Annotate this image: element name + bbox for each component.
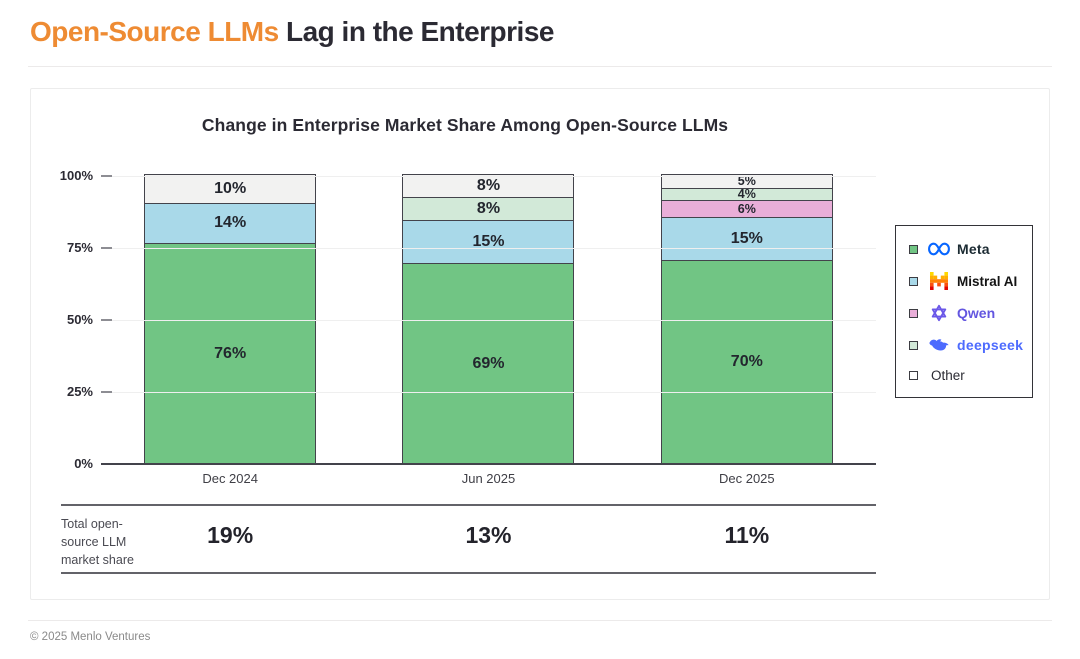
x-axis-label: Jun 2025	[461, 471, 516, 486]
legend-item-other: Other	[909, 368, 1032, 383]
total-share-value: 19%	[207, 522, 254, 548]
gridline	[101, 320, 876, 321]
gridline	[101, 176, 876, 177]
bar-dec-2025: 5% 4% 6% 15% 70%	[660, 174, 833, 464]
chart-title: Change in Enterprise Market Share Among …	[201, 115, 729, 135]
legend-label: Mistral AI	[957, 273, 1018, 289]
legend-box: Meta Mistral AI Qwen deepseek Other	[895, 225, 1033, 398]
segment-value: 10%	[214, 179, 247, 197]
x-axis-label: Dec 2024	[202, 471, 258, 486]
segment-meta: 76%	[145, 244, 316, 463]
y-tick-mark	[101, 247, 112, 249]
y-tick-label: 25%	[66, 384, 93, 399]
segment-value: 76%	[214, 344, 247, 362]
segment-other: 8%	[403, 175, 574, 199]
qwen-icon	[928, 304, 950, 322]
legend-item-meta: Meta	[909, 240, 1032, 258]
segment-value: 6%	[737, 201, 756, 216]
page-title-rest: Lag in the Enterprise	[278, 16, 555, 47]
bar-column: 5% 4% 6% 15% 70%	[618, 174, 876, 464]
legend-label: deepseek	[957, 337, 1024, 353]
segment-value: 14%	[214, 214, 247, 232]
legend-swatch	[909, 276, 918, 286]
legend-swatch	[909, 244, 918, 254]
segment-deepseek: 4%	[661, 187, 832, 202]
plot-area: 10% 14% 76% 8% 8% 15% 69% 5% 4% 6% 15% 70%	[101, 174, 876, 465]
y-tick-label: 50%	[66, 312, 93, 327]
segment-value: 4%	[737, 187, 756, 202]
footer-divider	[28, 620, 1052, 621]
mistral-icon	[928, 272, 950, 290]
legend-item-qwen: Qwen	[909, 304, 1032, 322]
legend-item-mistral-ai: Mistral AI	[909, 272, 1032, 290]
y-axis: 100% 75% 50% 25% 0%	[31, 168, 93, 471]
header-divider	[28, 66, 1052, 67]
y-tick-mark	[101, 175, 112, 177]
legend-label: Qwen	[957, 305, 996, 321]
copyright-text: © 2025 Menlo Ventures	[30, 631, 151, 643]
total-share-value: 11%	[724, 522, 770, 548]
segment-other: 10%	[145, 175, 316, 204]
totals-divider-bottom	[61, 572, 876, 574]
y-tick-mark	[101, 391, 112, 393]
segment-qwen: 6%	[661, 200, 832, 219]
y-tick-mark	[101, 319, 112, 321]
segment-value: 15%	[730, 230, 763, 248]
segment-value: 70%	[730, 353, 763, 371]
page-title-highlight: Open-Source LLMs	[30, 16, 279, 47]
y-tick-label: 0%	[74, 456, 93, 471]
segment-meta: 70%	[661, 261, 832, 463]
legend-item-deepseek: deepseek	[909, 336, 1032, 354]
segment-mistral-ai: 14%	[145, 203, 316, 245]
totals-divider-top	[61, 504, 876, 506]
segment-value: 69%	[472, 354, 505, 372]
x-axis-label: Dec 2025	[718, 471, 775, 486]
segment-value: 15%	[472, 233, 505, 251]
page-title: Open-Source LLMs Lag in the Enterprise	[30, 16, 554, 48]
x-axis-line	[101, 462, 876, 465]
totals-row-label: Total open-source LLM market share	[61, 517, 134, 568]
segment-other: 5%	[661, 174, 832, 190]
segment-value: 8%	[476, 177, 501, 195]
segment-value: 5%	[737, 174, 756, 189]
meta-icon	[928, 240, 950, 258]
legend-swatch	[909, 340, 918, 350]
bar-dec-2024: 10% 14% 76%	[144, 174, 317, 464]
segment-deepseek: 8%	[403, 198, 574, 222]
legend-swatch	[909, 371, 918, 380]
gridline	[101, 392, 876, 393]
deepseek-icon	[928, 336, 950, 354]
segment-mistral-ai: 15%	[403, 221, 574, 265]
legend-label: Meta	[957, 241, 990, 257]
y-tick-label: 75%	[66, 240, 93, 255]
total-share-value: 13%	[465, 522, 512, 548]
y-tick-label: 100%	[59, 168, 93, 183]
bar-column: 10% 14% 76%	[101, 174, 359, 464]
chart-card: Change in Enterprise Market Share Among …	[30, 88, 1050, 600]
legend-swatch	[909, 308, 918, 318]
totals-values: 19% 13% 11%	[101, 522, 876, 549]
gridline	[101, 248, 876, 249]
segment-mistral-ai: 15%	[661, 218, 832, 262]
segment-meta: 69%	[403, 264, 574, 463]
segment-value: 8%	[476, 200, 501, 218]
x-axis-labels: Dec 2024 Jun 2025 Dec 2025	[101, 471, 876, 486]
legend-label: Other	[931, 368, 965, 383]
